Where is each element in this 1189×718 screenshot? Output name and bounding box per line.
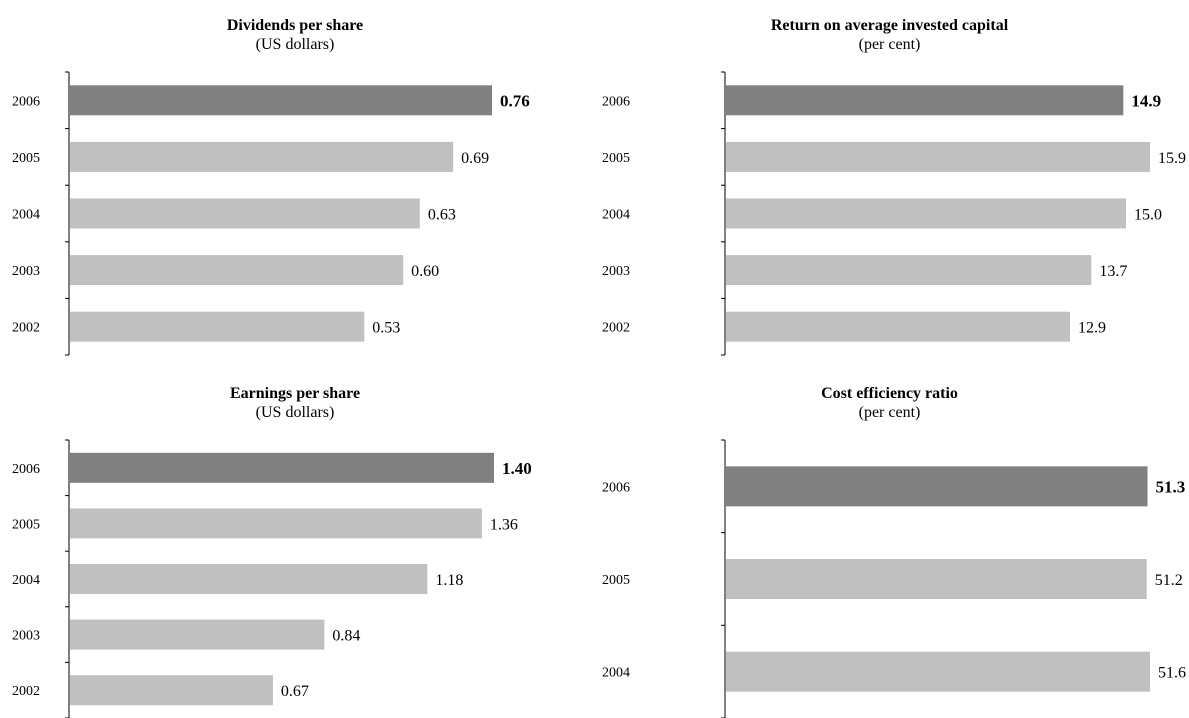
category-tick-label: 2002 [602, 321, 630, 336]
chart-title: Return on average invested capital [770, 17, 1009, 34]
category-tick-label: 2004 [602, 666, 630, 681]
bar-value-label: 51.6 [1158, 665, 1186, 682]
chart-return-on-invested-capital: Return on average invested capital (per … [590, 0, 1189, 360]
bar [726, 85, 1124, 116]
category-tick-label: 2003 [12, 629, 40, 644]
bar-plot-area: 2006 14.9 2005 15.9 2004 15.0 2003 13.7 2002 12.9 [602, 71, 1186, 356]
category-tick-label: 2006 [602, 480, 630, 495]
category-tick-label: 2006 [602, 94, 630, 109]
chart-earnings-per-share: Earnings per share (US dollars) 2006 1.40… [0, 368, 590, 718]
bar-value-label: 0.63 [428, 207, 456, 224]
bar [70, 675, 273, 706]
bar [70, 508, 482, 539]
bar-plot-area: 2006 1.40 2005 1.36 2004 1.18 2003 0.84 2002 0.67 [12, 439, 532, 718]
bar-value-label: 15.9 [1158, 150, 1186, 167]
chart-title: Cost efficiency ratio [821, 385, 958, 402]
bar [726, 198, 1126, 229]
chart-subtitle: (per cent) [858, 36, 921, 53]
bar [726, 141, 1150, 172]
category-tick-label: 2005 [12, 151, 40, 166]
bar [70, 452, 494, 483]
category-tick-label: 2005 [602, 151, 630, 166]
category-tick-label: 2006 [12, 462, 40, 477]
chart-subtitle: (US dollars) [255, 36, 335, 53]
bar-value-label: 51.2 [1155, 572, 1183, 589]
bar [70, 141, 454, 172]
bar-value-label: 14.9 [1131, 91, 1161, 110]
bar [726, 466, 1148, 507]
bar-value-label: 0.60 [411, 263, 439, 280]
chart-title: Dividends per share [226, 17, 364, 34]
category-tick-label: 2004 [12, 208, 40, 223]
chart-cost-efficiency-ratio: Cost efficiency ratio (per cent) 2006 51.… [590, 368, 1189, 718]
chart-subtitle: (US dollars) [255, 404, 335, 421]
category-tick-label: 2004 [12, 573, 40, 588]
category-tick-label: 2005 [12, 517, 40, 532]
category-tick-label: 2002 [12, 684, 40, 699]
bar [726, 559, 1147, 599]
bar [70, 619, 325, 650]
bar [70, 198, 420, 229]
bar [70, 311, 365, 342]
bar-value-label: 12.9 [1078, 320, 1106, 337]
chart-title: Earnings per share [229, 385, 361, 402]
bar-value-label: 1.36 [490, 516, 518, 533]
bar-value-label: 0.67 [281, 683, 309, 700]
bar-value-label: 15.0 [1134, 207, 1162, 224]
bar-value-label: 0.53 [372, 320, 400, 337]
bar [70, 85, 492, 116]
bar-plot-area: 2006 51.3 2005 51.2 2004 51.6 [602, 439, 1186, 718]
category-tick-label: 2002 [12, 321, 40, 336]
bar-value-label: 1.18 [435, 572, 463, 589]
chart-dividends-per-share: Dividends per share (US dollars) 2006 0.7… [0, 0, 590, 360]
bar [726, 255, 1092, 286]
chart-subtitle: (per cent) [858, 404, 921, 421]
bar [70, 255, 404, 286]
bar-plot-area: 2006 0.76 2005 0.69 2004 0.63 2003 0.60 2002 0.53 [12, 71, 530, 356]
bar-value-label: 0.76 [500, 91, 530, 110]
category-tick-label: 2003 [12, 264, 40, 279]
bar-value-label: 51.3 [1156, 477, 1186, 496]
bar-value-label: 0.84 [332, 628, 360, 645]
bar-value-label: 1.40 [502, 459, 532, 478]
bar-value-label: 13.7 [1099, 263, 1127, 280]
bar [726, 311, 1070, 342]
category-tick-label: 2005 [602, 573, 630, 588]
category-tick-label: 2003 [602, 264, 630, 279]
bar [70, 564, 428, 594]
bar [726, 651, 1150, 692]
category-tick-label: 2006 [12, 94, 40, 109]
bar-value-label: 0.69 [461, 150, 489, 167]
category-tick-label: 2004 [602, 208, 630, 223]
